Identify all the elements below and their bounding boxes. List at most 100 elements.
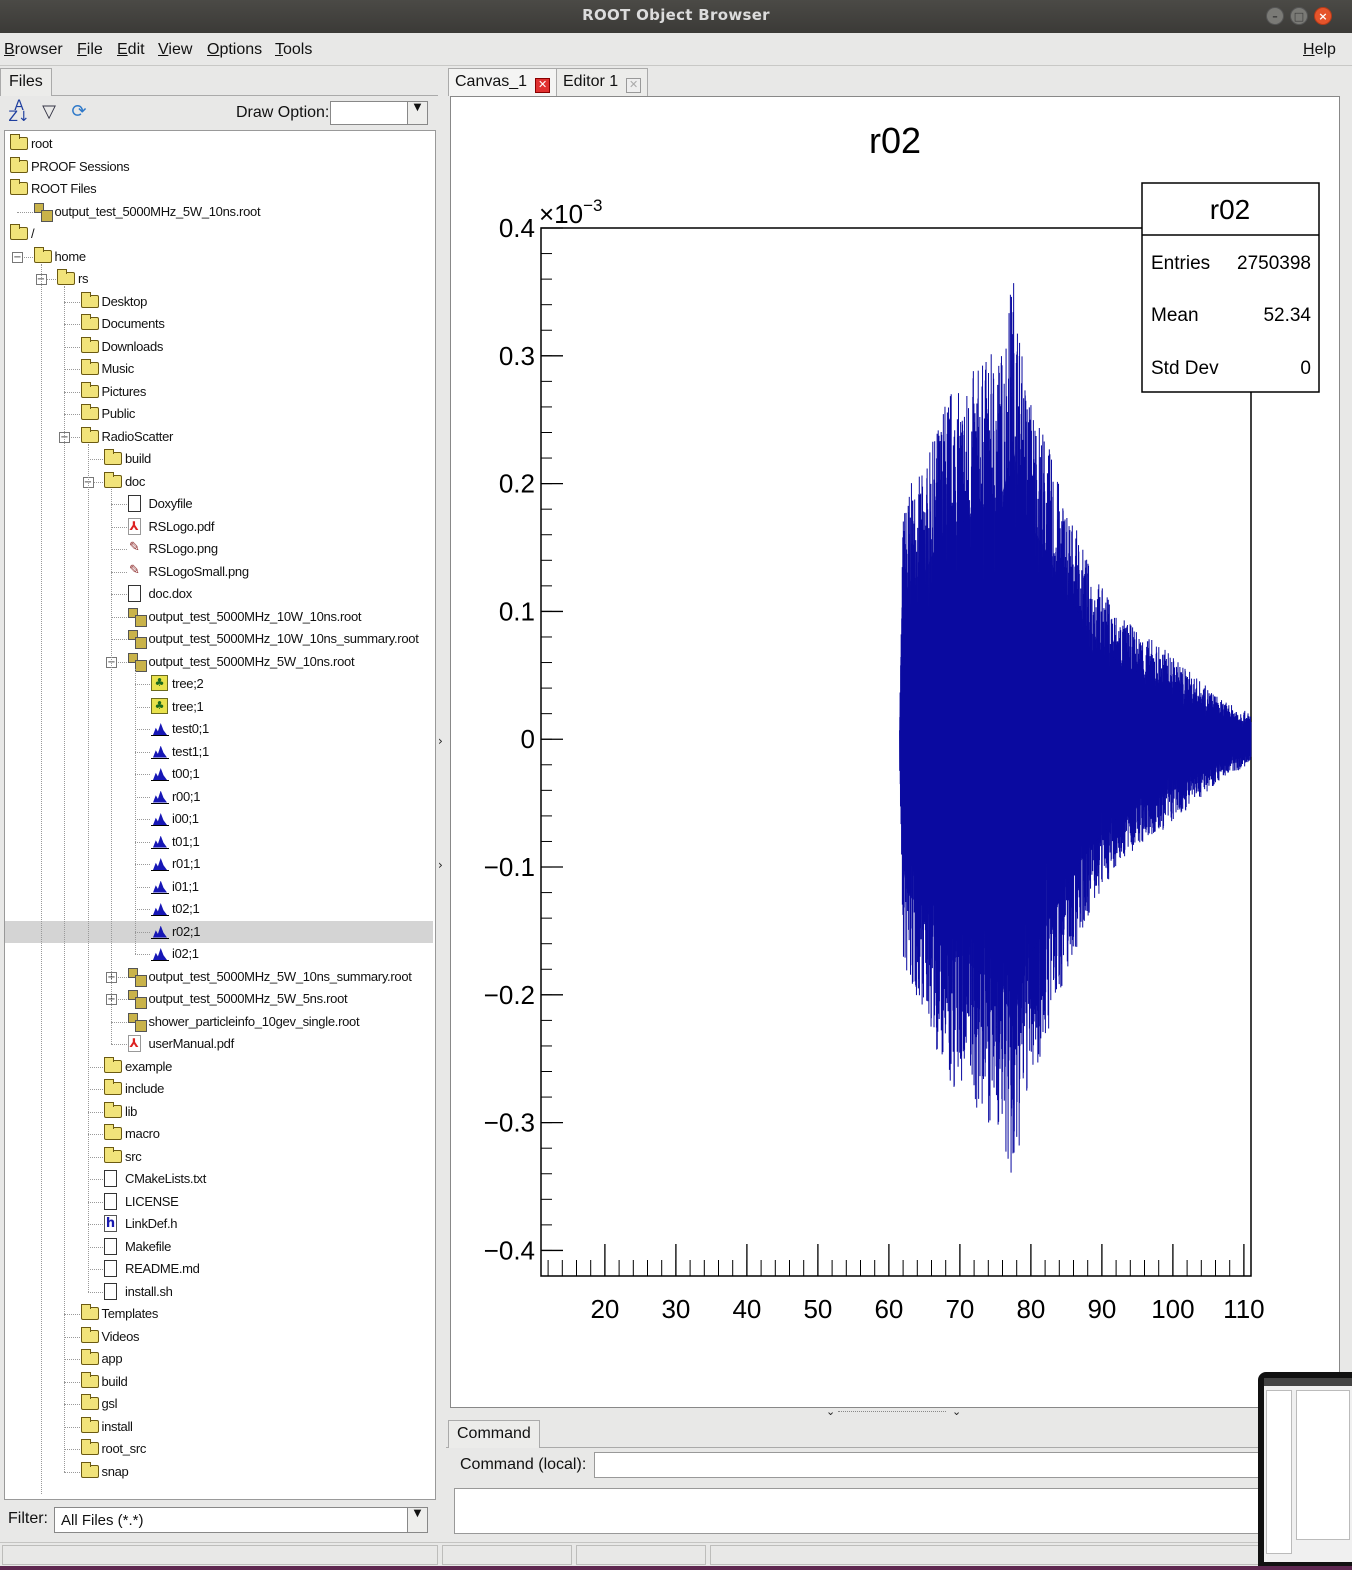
tree-item[interactable]: install.sh: [5, 1281, 433, 1303]
tree-item[interactable]: t00;1: [5, 763, 433, 785]
tree-item[interactable]: CMakeLists.txt: [5, 1168, 433, 1190]
tree-item[interactable]: shower_particleinfo_10gev_single.root: [5, 1011, 433, 1033]
tab-files[interactable]: Files: [0, 68, 52, 96]
tree-item[interactable]: test0;1: [5, 718, 433, 740]
tree-item[interactable]: Music: [5, 358, 433, 380]
stats-box[interactable]: r02 Entries 2750398 Mean 52.34 Std Dev 0: [1141, 182, 1320, 393]
tree-item[interactable]: ⅄ RSLogo.pdf: [5, 516, 433, 538]
menu-tools[interactable]: Tools: [275, 41, 313, 58]
menu-browser[interactable]: Browser: [4, 41, 63, 58]
tree-item[interactable]: test1;1: [5, 741, 433, 763]
close-tab-icon[interactable]: ✕: [626, 78, 642, 93]
tree-item[interactable]: Desktop: [5, 291, 433, 313]
tree-item[interactable]: root_src: [5, 1438, 433, 1460]
tree-item[interactable]: /: [5, 223, 433, 245]
tree-item[interactable]: − doc: [5, 471, 433, 493]
chevron-right-icon[interactable]: ›: [438, 858, 443, 872]
chevron-right-icon[interactable]: ›: [438, 734, 443, 748]
tree-item[interactable]: doc.dox: [5, 583, 433, 605]
tree-item[interactable]: t02;1: [5, 898, 433, 920]
chevron-down-icon[interactable]: ▼: [407, 1508, 427, 1532]
tree-item[interactable]: r02;1: [5, 920, 433, 943]
tree-item[interactable]: − rs: [5, 268, 433, 290]
tree-item[interactable]: ⅄ userManual.pdf: [5, 1033, 433, 1055]
histogram-icon: [151, 945, 169, 961]
tree-item[interactable]: ♣ tree;1: [5, 696, 433, 718]
tree-item[interactable]: + output_test_5000MHz_5W_5ns.root: [5, 988, 433, 1010]
tree-item[interactable]: Downloads: [5, 336, 433, 358]
tree-item[interactable]: install: [5, 1416, 433, 1438]
window-thumbnail-preview[interactable]: [1258, 1372, 1352, 1566]
sort-icon[interactable]: A Z↓: [8, 98, 30, 125]
tree-item[interactable]: app: [5, 1348, 433, 1370]
tree-item[interactable]: macro: [5, 1123, 433, 1145]
tree-item[interactable]: Public: [5, 403, 433, 425]
tree-item[interactable]: − home: [5, 246, 433, 268]
maximize-button[interactable]: □: [1290, 7, 1308, 25]
horizontal-splitter[interactable]: ⌄ ⌄: [446, 1405, 1352, 1422]
tree-item[interactable]: Videos: [5, 1326, 433, 1348]
tree-item[interactable]: include: [5, 1078, 433, 1100]
tree-item[interactable]: output_test_5000MHz_10W_10ns.root: [5, 606, 433, 628]
draw-option-combo[interactable]: ▼: [330, 101, 428, 125]
tree-item[interactable]: − RadioScatter: [5, 426, 433, 448]
filter-combo[interactable]: All Files (*.*) ▼: [54, 1507, 428, 1533]
collapse-icon[interactable]: −: [12, 251, 23, 263]
histogram-icon: [151, 833, 169, 849]
tree-item[interactable]: lib: [5, 1101, 433, 1123]
tree-item[interactable]: r00;1: [5, 786, 433, 808]
tree-item[interactable]: snap: [5, 1461, 433, 1483]
chevron-down-icon[interactable]: ▼: [407, 102, 427, 124]
tree-item[interactable]: Documents: [5, 313, 433, 335]
filter-icon[interactable]: ▽: [42, 101, 56, 122]
tree-item[interactable]: LICENSE: [5, 1191, 433, 1213]
tree-item[interactable]: t01;1: [5, 831, 433, 853]
tree-item[interactable]: + output_test_5000MHz_5W_10ns_summary.roo…: [5, 966, 433, 988]
minimize-button[interactable]: –: [1266, 7, 1284, 25]
refresh-icon[interactable]: ⟳: [71, 101, 87, 122]
tree-item[interactable]: Doxyfile: [5, 493, 433, 515]
tree-item[interactable]: build: [5, 448, 433, 470]
tree-item[interactable]: Pictures: [5, 381, 433, 403]
file-tree[interactable]: root PROOF Sessions ROOT Files output_test_…: [4, 130, 436, 1500]
tree-item[interactable]: src: [5, 1146, 433, 1168]
tree-item[interactable]: build: [5, 1371, 433, 1393]
tree-item[interactable]: output_test_5000MHz_10W_10ns_summary.roo…: [5, 628, 433, 650]
root-canvas[interactable]: r02 ×10−3 0.4 0.3 0.2 0.1 0 −0.1 −0.2 −0.3 −0.4 …: [450, 96, 1340, 1408]
tree-item[interactable]: h LinkDef.h: [5, 1213, 433, 1235]
tab-canvas-1[interactable]: Canvas_1 ✕: [448, 68, 558, 96]
tree-item[interactable]: ROOT Files: [5, 178, 433, 200]
root-file-icon: [127, 1012, 147, 1032]
tree-item[interactable]: README.md: [5, 1258, 433, 1280]
tree-item[interactable]: Makefile: [5, 1236, 433, 1258]
tree-item[interactable]: gsl: [5, 1393, 433, 1415]
vertical-splitter[interactable]: › ›: [438, 66, 446, 1542]
tree-item[interactable]: ✎ RSLogo.png: [5, 538, 433, 560]
tree-item[interactable]: − output_test_5000MHz_5W_10ns.root: [5, 651, 433, 673]
tree-item[interactable]: example: [5, 1056, 433, 1078]
menu-edit[interactable]: Edit: [117, 41, 145, 58]
menu-file[interactable]: File: [77, 41, 103, 58]
histogram-plot[interactable]: r02 ×10−3 0.40.30.20.10−0.1−0.2−0.3−0.4 …: [451, 97, 1340, 1408]
chevron-down-icon[interactable]: ⌄: [952, 1405, 962, 1418]
tree-item[interactable]: i02;1: [5, 943, 433, 965]
tree-item[interactable]: root: [5, 133, 433, 155]
close-tab-icon[interactable]: ✕: [535, 78, 551, 93]
tree-item[interactable]: ✎ RSLogoSmall.png: [5, 561, 433, 583]
menu-options[interactable]: Options: [207, 41, 263, 58]
chevron-down-icon[interactable]: ⌄: [826, 1405, 836, 1418]
close-window-button[interactable]: ×: [1314, 7, 1332, 25]
menu-view[interactable]: View: [158, 41, 193, 58]
tree-item[interactable]: ♣ tree;2: [5, 673, 433, 695]
menu-help[interactable]: Help: [1303, 41, 1336, 58]
tab-editor-1[interactable]: Editor 1 ✕: [556, 68, 649, 96]
tree-item[interactable]: r01;1: [5, 853, 433, 875]
title-bar[interactable]: ROOT Object Browser – □ ×: [0, 0, 1352, 33]
tree-item[interactable]: output_test_5000MHz_5W_10ns.root: [5, 201, 433, 223]
tree-item[interactable]: Templates: [5, 1303, 433, 1325]
command-input[interactable]: [594, 1452, 1344, 1478]
tree-item[interactable]: i01;1: [5, 876, 433, 898]
tree-item[interactable]: i00;1: [5, 808, 433, 830]
tree-item[interactable]: PROOF Sessions: [5, 156, 433, 178]
tab-command[interactable]: Command: [448, 1420, 540, 1448]
